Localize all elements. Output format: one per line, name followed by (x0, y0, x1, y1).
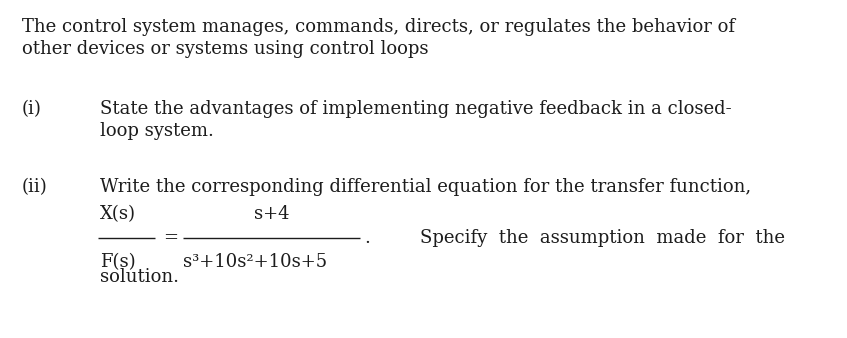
Text: solution.: solution. (100, 268, 179, 286)
Text: s³+10s²+10s+5: s³+10s²+10s+5 (183, 253, 327, 271)
Text: (i): (i) (22, 100, 42, 118)
Text: X(s): X(s) (100, 205, 136, 223)
Text: State the advantages of implementing negative feedback in a closed-: State the advantages of implementing neg… (100, 100, 732, 118)
Text: The control system manages, commands, directs, or regulates the behavior of: The control system manages, commands, di… (22, 18, 735, 36)
Text: loop system.: loop system. (100, 122, 214, 140)
Text: (ii): (ii) (22, 178, 47, 196)
Text: =: = (163, 229, 178, 247)
Text: Specify  the  assumption  made  for  the: Specify the assumption made for the (420, 229, 785, 247)
Text: F(s): F(s) (100, 253, 136, 271)
Text: .: . (364, 229, 370, 247)
Text: other devices or systems using control loops: other devices or systems using control l… (22, 40, 429, 58)
Text: Write the corresponding differential equation for the transfer function,: Write the corresponding differential equ… (100, 178, 751, 196)
Text: s+4: s+4 (254, 205, 289, 223)
